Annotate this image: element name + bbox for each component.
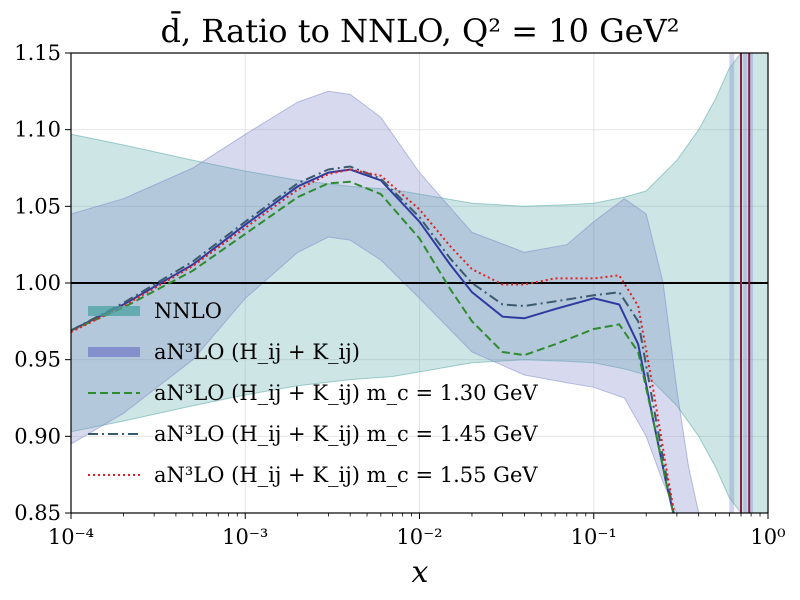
- legend-label: aN³LO (H_ij + K_ij) m_c = 1.55 GeV: [154, 463, 538, 487]
- series-line-dashdot: [71, 165, 675, 513]
- y-tick-label: 1.00: [14, 271, 61, 295]
- legend-label: aN³LO (H_ij + K_ij): [154, 340, 360, 364]
- series-line-dashed: [71, 180, 675, 513]
- series-lines: [71, 53, 768, 513]
- legend-label: aN³LO (H_ij + K_ij) m_c = 1.45 GeV: [154, 422, 538, 446]
- y-tick-label: 0.95: [14, 348, 61, 372]
- chart-title: d̄, Ratio to NNLO, Q² = 10 GeV²: [160, 11, 679, 50]
- y-tick-label: 1.15: [14, 41, 61, 65]
- x-axis-label: x: [412, 555, 429, 590]
- series-line-dotted: [71, 168, 676, 513]
- legend-label: aN³LO (H_ij + K_ij) m_c = 1.30 GeV: [154, 381, 538, 405]
- x-tick-label: 10⁻⁴: [48, 525, 94, 549]
- x-tick-label: 10⁰: [750, 525, 785, 549]
- tick-labels: 10⁻⁴ 10⁻³ 10⁻² 10⁻¹ 10⁰ 0.85 0.90 0.95 1.00 1.05 1…: [14, 41, 785, 549]
- legend-swatch: [88, 347, 140, 357]
- x-tick-label: 10⁻²: [396, 525, 442, 549]
- y-tick-label: 1.05: [14, 194, 61, 218]
- legend: NNLO aN³LO (H_ij + K_ij) aN³LO (H_ij + K_i…: [88, 299, 538, 487]
- y-tick-label: 0.85: [14, 501, 61, 525]
- y-tick-label: 1.10: [14, 118, 61, 142]
- x-tick-label: 10⁻³: [222, 525, 268, 549]
- band-an3lo: [71, 90, 700, 513]
- series-line-solid: [71, 168, 675, 513]
- legend-label: NNLO: [154, 299, 222, 323]
- x-tick-label: 10⁻¹: [571, 525, 617, 549]
- y-tick-label: 0.90: [14, 424, 61, 448]
- legend-swatch: [88, 306, 140, 316]
